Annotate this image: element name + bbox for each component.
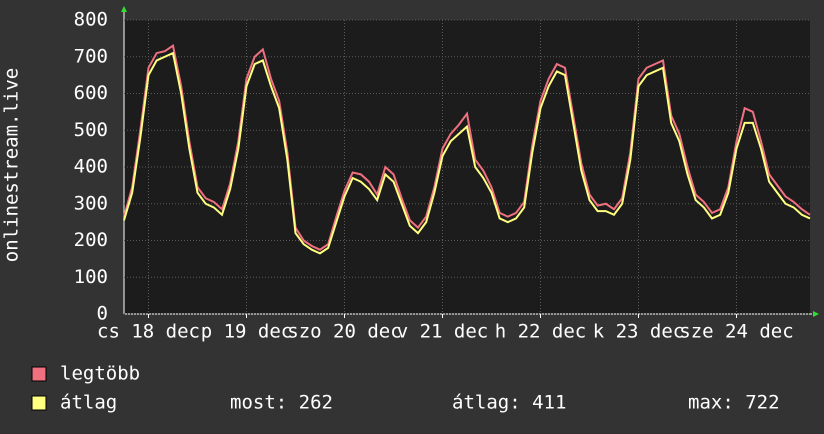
x-tick-label: p 19 dec xyxy=(201,321,293,343)
x-tick-label: szo 20 dec xyxy=(287,321,401,343)
x-tick-label: v 21 dec xyxy=(397,321,489,343)
y-tick-label: 100 xyxy=(74,266,108,288)
y-tick-label: 500 xyxy=(74,119,108,141)
series-line xyxy=(123,51,811,255)
y-tick-label: 700 xyxy=(74,45,108,67)
y-tick-label: 800 xyxy=(74,9,108,31)
y-tick-label: 600 xyxy=(74,82,108,104)
legend-swatch xyxy=(31,395,47,411)
y-tick-label: 400 xyxy=(74,156,108,178)
x-tick-label: sze 24 dec xyxy=(679,321,793,343)
stat: most: 262 xyxy=(230,392,333,414)
stat: átlag: 411 xyxy=(452,392,566,414)
x-tick-label: k 23 dec xyxy=(593,321,685,343)
y-axis-title: onlinestream.live xyxy=(1,68,23,262)
legend-label: legtöbb xyxy=(60,363,140,385)
y-axis-arrow xyxy=(121,6,127,12)
legend-swatch xyxy=(31,366,47,382)
legend-label: átlag xyxy=(60,392,117,414)
x-axis-arrow xyxy=(813,311,819,317)
y-tick-label: 200 xyxy=(74,229,108,251)
stat: max: 722 xyxy=(688,392,780,414)
y-tick-label: 300 xyxy=(74,192,108,214)
x-tick-label: cs 18 dec xyxy=(97,321,200,343)
y-tick-label: 0 xyxy=(97,303,108,325)
x-tick-label: h 22 dec xyxy=(495,321,587,343)
